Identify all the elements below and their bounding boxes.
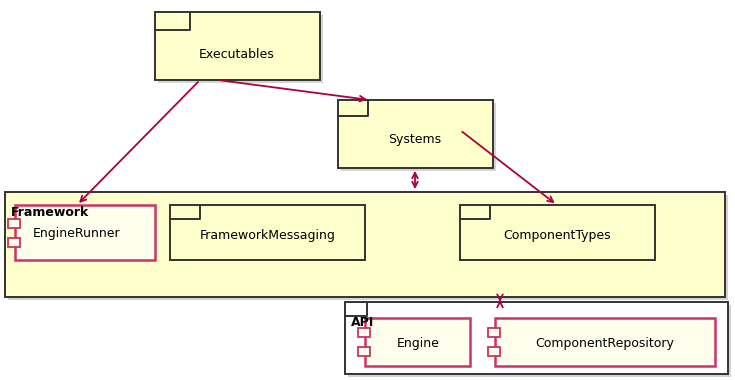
Bar: [170, 205, 365, 260]
Text: ComponentTypes: ComponentTypes: [503, 228, 611, 242]
Bar: [341, 103, 496, 171]
Bar: [18, 208, 158, 263]
Bar: [495, 318, 715, 366]
Bar: [15, 205, 155, 260]
Text: ComponentRepository: ComponentRepository: [536, 337, 675, 350]
Bar: [488, 328, 500, 337]
Bar: [358, 328, 370, 337]
Bar: [155, 12, 320, 80]
Bar: [8, 218, 20, 228]
Bar: [158, 15, 323, 83]
Bar: [463, 208, 658, 263]
Bar: [365, 318, 470, 366]
Bar: [338, 100, 493, 168]
Bar: [488, 347, 500, 356]
Bar: [348, 305, 731, 377]
Text: Framework: Framework: [11, 206, 89, 219]
Text: Executables: Executables: [199, 49, 275, 62]
Text: FrameworkMessaging: FrameworkMessaging: [200, 228, 336, 242]
Text: EngineRunner: EngineRunner: [33, 226, 121, 239]
Bar: [358, 347, 370, 356]
Bar: [460, 205, 655, 260]
Text: Systems: Systems: [388, 133, 442, 147]
Bar: [345, 302, 728, 374]
Bar: [173, 208, 368, 263]
Text: API: API: [351, 316, 374, 329]
Bar: [8, 195, 728, 300]
Text: Engine: Engine: [397, 337, 440, 350]
Bar: [368, 321, 473, 369]
Bar: [5, 192, 725, 297]
Bar: [8, 238, 20, 247]
Bar: [498, 321, 718, 369]
